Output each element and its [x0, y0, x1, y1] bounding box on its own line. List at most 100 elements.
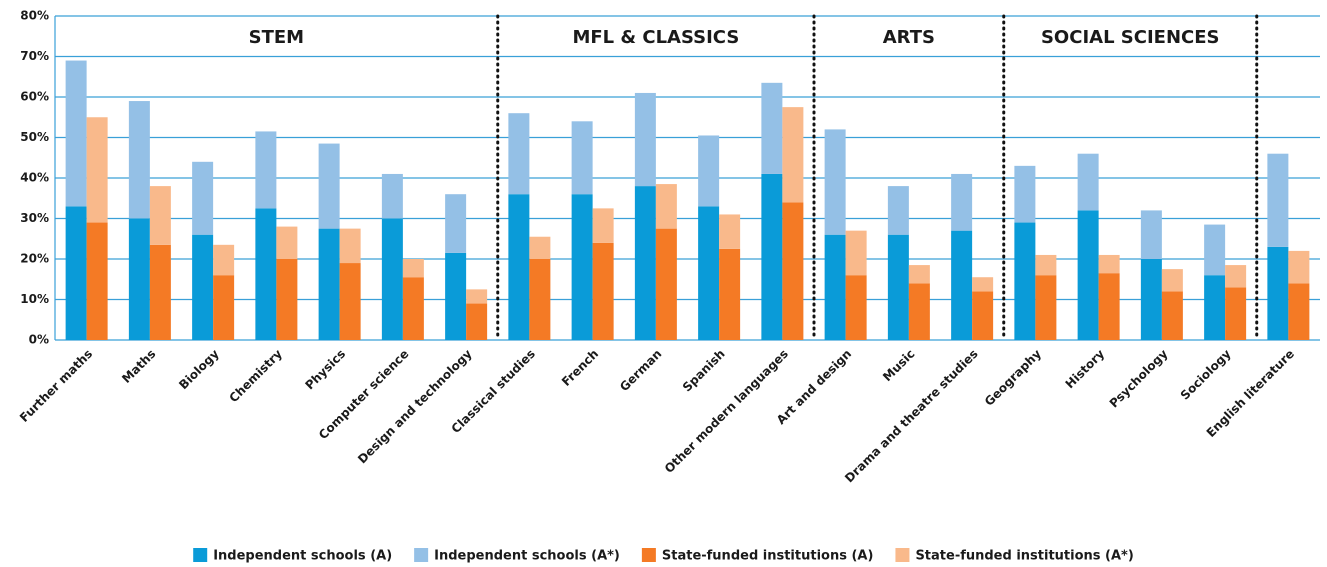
section-label: STEM	[249, 27, 304, 48]
bar-segment	[1035, 275, 1057, 340]
legend-label: State-funded institutions (A)	[662, 549, 874, 564]
bar-segment	[508, 194, 530, 340]
bar-segment	[1077, 153, 1099, 211]
bar-segment	[1035, 254, 1057, 276]
bar-segment	[276, 226, 298, 259]
bar-segment	[719, 214, 741, 249]
bar-segment	[571, 194, 593, 340]
bar-segment	[782, 202, 804, 340]
bar-segment	[719, 248, 741, 340]
bar-segment	[508, 113, 530, 195]
bar-segment	[951, 230, 973, 340]
bar-segment	[128, 218, 150, 340]
x-tick-label: Psychology	[1107, 347, 1171, 411]
bar-segment	[761, 82, 783, 174]
legend-swatch	[641, 548, 656, 562]
bar-segment	[318, 228, 340, 340]
bar-segment	[466, 289, 488, 304]
y-tick-label: 60%	[20, 90, 49, 104]
y-tick-label: 70%	[20, 49, 49, 63]
bar-segment	[276, 259, 298, 340]
bar-segment	[1140, 259, 1162, 340]
bar-segment	[192, 234, 214, 340]
bar-segment	[149, 244, 171, 340]
x-tick-label: Further maths	[17, 347, 95, 425]
bar-segment	[339, 263, 361, 340]
bar-segment	[1077, 210, 1099, 340]
bar-segment	[1161, 269, 1183, 292]
bar-segment	[149, 186, 171, 245]
bar-segment	[634, 92, 656, 187]
x-tick-label: Music	[880, 347, 917, 384]
bar-segment	[381, 173, 403, 219]
bar-segment	[1267, 246, 1289, 340]
bar-segment	[192, 161, 214, 235]
x-tick-label: Design and technology	[355, 347, 475, 467]
x-tick-label: Chemistry	[226, 347, 285, 406]
bar-segment	[402, 277, 424, 340]
legend-label: Independent schools (A)	[213, 549, 392, 564]
x-tick-label: History	[1063, 347, 1108, 392]
x-tick-label: Maths	[119, 347, 158, 386]
bar-segment	[466, 303, 488, 340]
bar-segment	[402, 259, 424, 278]
bar-segment	[213, 244, 235, 276]
bar-segment	[381, 218, 403, 340]
legend-swatch	[414, 548, 429, 562]
x-tick-label: Biology	[176, 347, 222, 393]
bar-segment	[1225, 265, 1247, 288]
bar-segment	[445, 252, 467, 340]
bar-segment	[255, 208, 277, 340]
y-tick-label: 20%	[20, 252, 49, 266]
bar-segment	[529, 236, 551, 259]
bar-segment	[908, 265, 930, 284]
legend-swatch	[895, 548, 910, 562]
bar-segment	[571, 121, 593, 195]
bar-segment	[1161, 291, 1183, 340]
bar-segment	[1267, 153, 1289, 247]
bar-segment	[529, 259, 551, 340]
bar-segment	[1014, 222, 1036, 340]
bar-segment	[824, 234, 846, 340]
bar-segment	[86, 222, 108, 340]
bar-segment	[887, 186, 909, 235]
x-tick-label: Drama and theatre studies	[842, 347, 981, 486]
bar-segment	[1288, 250, 1310, 284]
bar-segment	[824, 129, 846, 235]
bar-segment	[951, 173, 973, 231]
section-label: ARTS	[883, 27, 935, 48]
section-label: MFL & CLASSICS	[572, 27, 739, 48]
bar-segment	[445, 194, 467, 253]
x-tick-label: French	[559, 347, 601, 389]
bar-segment	[634, 186, 656, 340]
bar-segment	[318, 143, 340, 229]
bar-segment	[86, 117, 108, 223]
bar-segment	[1140, 210, 1162, 259]
legend-label: State-funded institutions (A*)	[915, 549, 1133, 564]
legend: Independent schools (A) Independent schoo…	[193, 548, 1134, 564]
bar-segment	[1288, 283, 1310, 340]
y-tick-label: 0%	[29, 333, 49, 347]
y-tick-label: 80%	[20, 9, 49, 23]
legend-label: Independent schools (A*)	[434, 549, 620, 564]
y-tick-label: 30%	[20, 211, 49, 225]
bar-segment	[255, 131, 277, 209]
bar-segment	[592, 242, 614, 340]
bar-segment	[655, 184, 677, 229]
x-tick-label: Sociology	[1178, 347, 1234, 403]
bar-segment	[1225, 287, 1247, 340]
x-tick-label: German	[617, 347, 664, 394]
bar-segment	[213, 275, 235, 340]
bar-segment	[782, 107, 804, 203]
bar-segment	[655, 228, 677, 340]
bar-segment	[65, 206, 87, 340]
bar-segment	[592, 208, 614, 243]
bar-segment	[128, 101, 150, 219]
bar-segment	[908, 283, 930, 340]
x-tick-label: Physics	[302, 347, 348, 393]
bar-segment	[887, 234, 909, 340]
bar-segment	[1014, 165, 1036, 223]
bar-segment	[845, 230, 867, 276]
bar-segment	[972, 291, 994, 340]
